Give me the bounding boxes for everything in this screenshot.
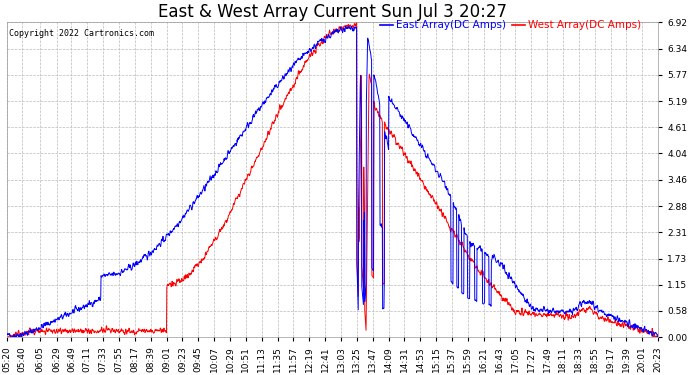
Text: Copyright 2022 Cartronics.com: Copyright 2022 Cartronics.com <box>8 28 154 38</box>
Legend: East Array(DC Amps), West Array(DC Amps): East Array(DC Amps), West Array(DC Amps) <box>376 16 645 34</box>
Title: East & West Array Current Sun Jul 3 20:27: East & West Array Current Sun Jul 3 20:2… <box>158 3 507 21</box>
